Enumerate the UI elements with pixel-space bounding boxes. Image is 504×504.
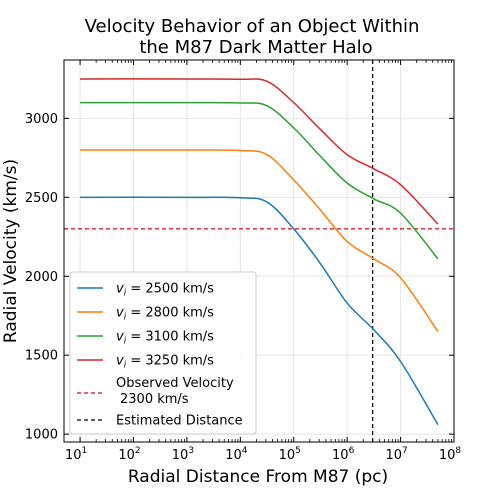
x-tick-label: 105 [279, 446, 301, 463]
x-tick-label: 104 [225, 446, 248, 463]
y-tick-label: 2000 [25, 270, 58, 285]
legend: vi = 2500 km/s vi = 2800 km/s vi = 3100 km… [69, 271, 257, 435]
y-axis-label: Radial Velocity (km/s) [1, 159, 21, 343]
y-tick-label: 3000 [25, 112, 58, 127]
x-axis-label: Radial Distance From M87 (pc) [128, 467, 388, 487]
series-line-1 [80, 196, 439, 426]
legend-label: vi = 2800 km/s [116, 306, 214, 323]
x-tick-label: 106 [332, 446, 355, 463]
legend-label-observed-1: Observed Velocity [116, 376, 234, 391]
x-tick-label: 101 [65, 446, 87, 463]
chart-title-line-1: Velocity Behavior of an Object Within [85, 16, 420, 37]
legend-label-observed-2: 2300 km/s [120, 392, 189, 407]
y-tick-label: 2500 [25, 191, 58, 206]
legend-label: vi = 3100 km/s [116, 330, 214, 347]
x-tick-label: 108 [439, 446, 462, 463]
ticks: 101 102 103 104 105 106 107 108 1000 1500 2000 2500… [25, 60, 462, 463]
legend-label: vi = 3250 km/s [116, 354, 214, 371]
legend-box [69, 271, 257, 435]
reference-lines [64, 60, 454, 442]
legend-label-estimated: Estimated Distance [116, 414, 243, 429]
series-line-3 [80, 101, 439, 260]
series-line-2 [80, 149, 439, 332]
y-tick-label: 1500 [25, 349, 58, 364]
chart-title-line-2: the M87 Dark Matter Halo [139, 37, 372, 58]
legend-label: vi = 2500 km/s [116, 282, 214, 299]
x-tick-label: 103 [172, 446, 194, 463]
series [80, 78, 439, 426]
plot-frame [63, 59, 455, 443]
x-tick-label: 107 [385, 446, 407, 463]
x-tick-label: 102 [118, 446, 140, 463]
y-tick-label: 1000 [25, 428, 58, 443]
series-line-4 [80, 78, 439, 225]
